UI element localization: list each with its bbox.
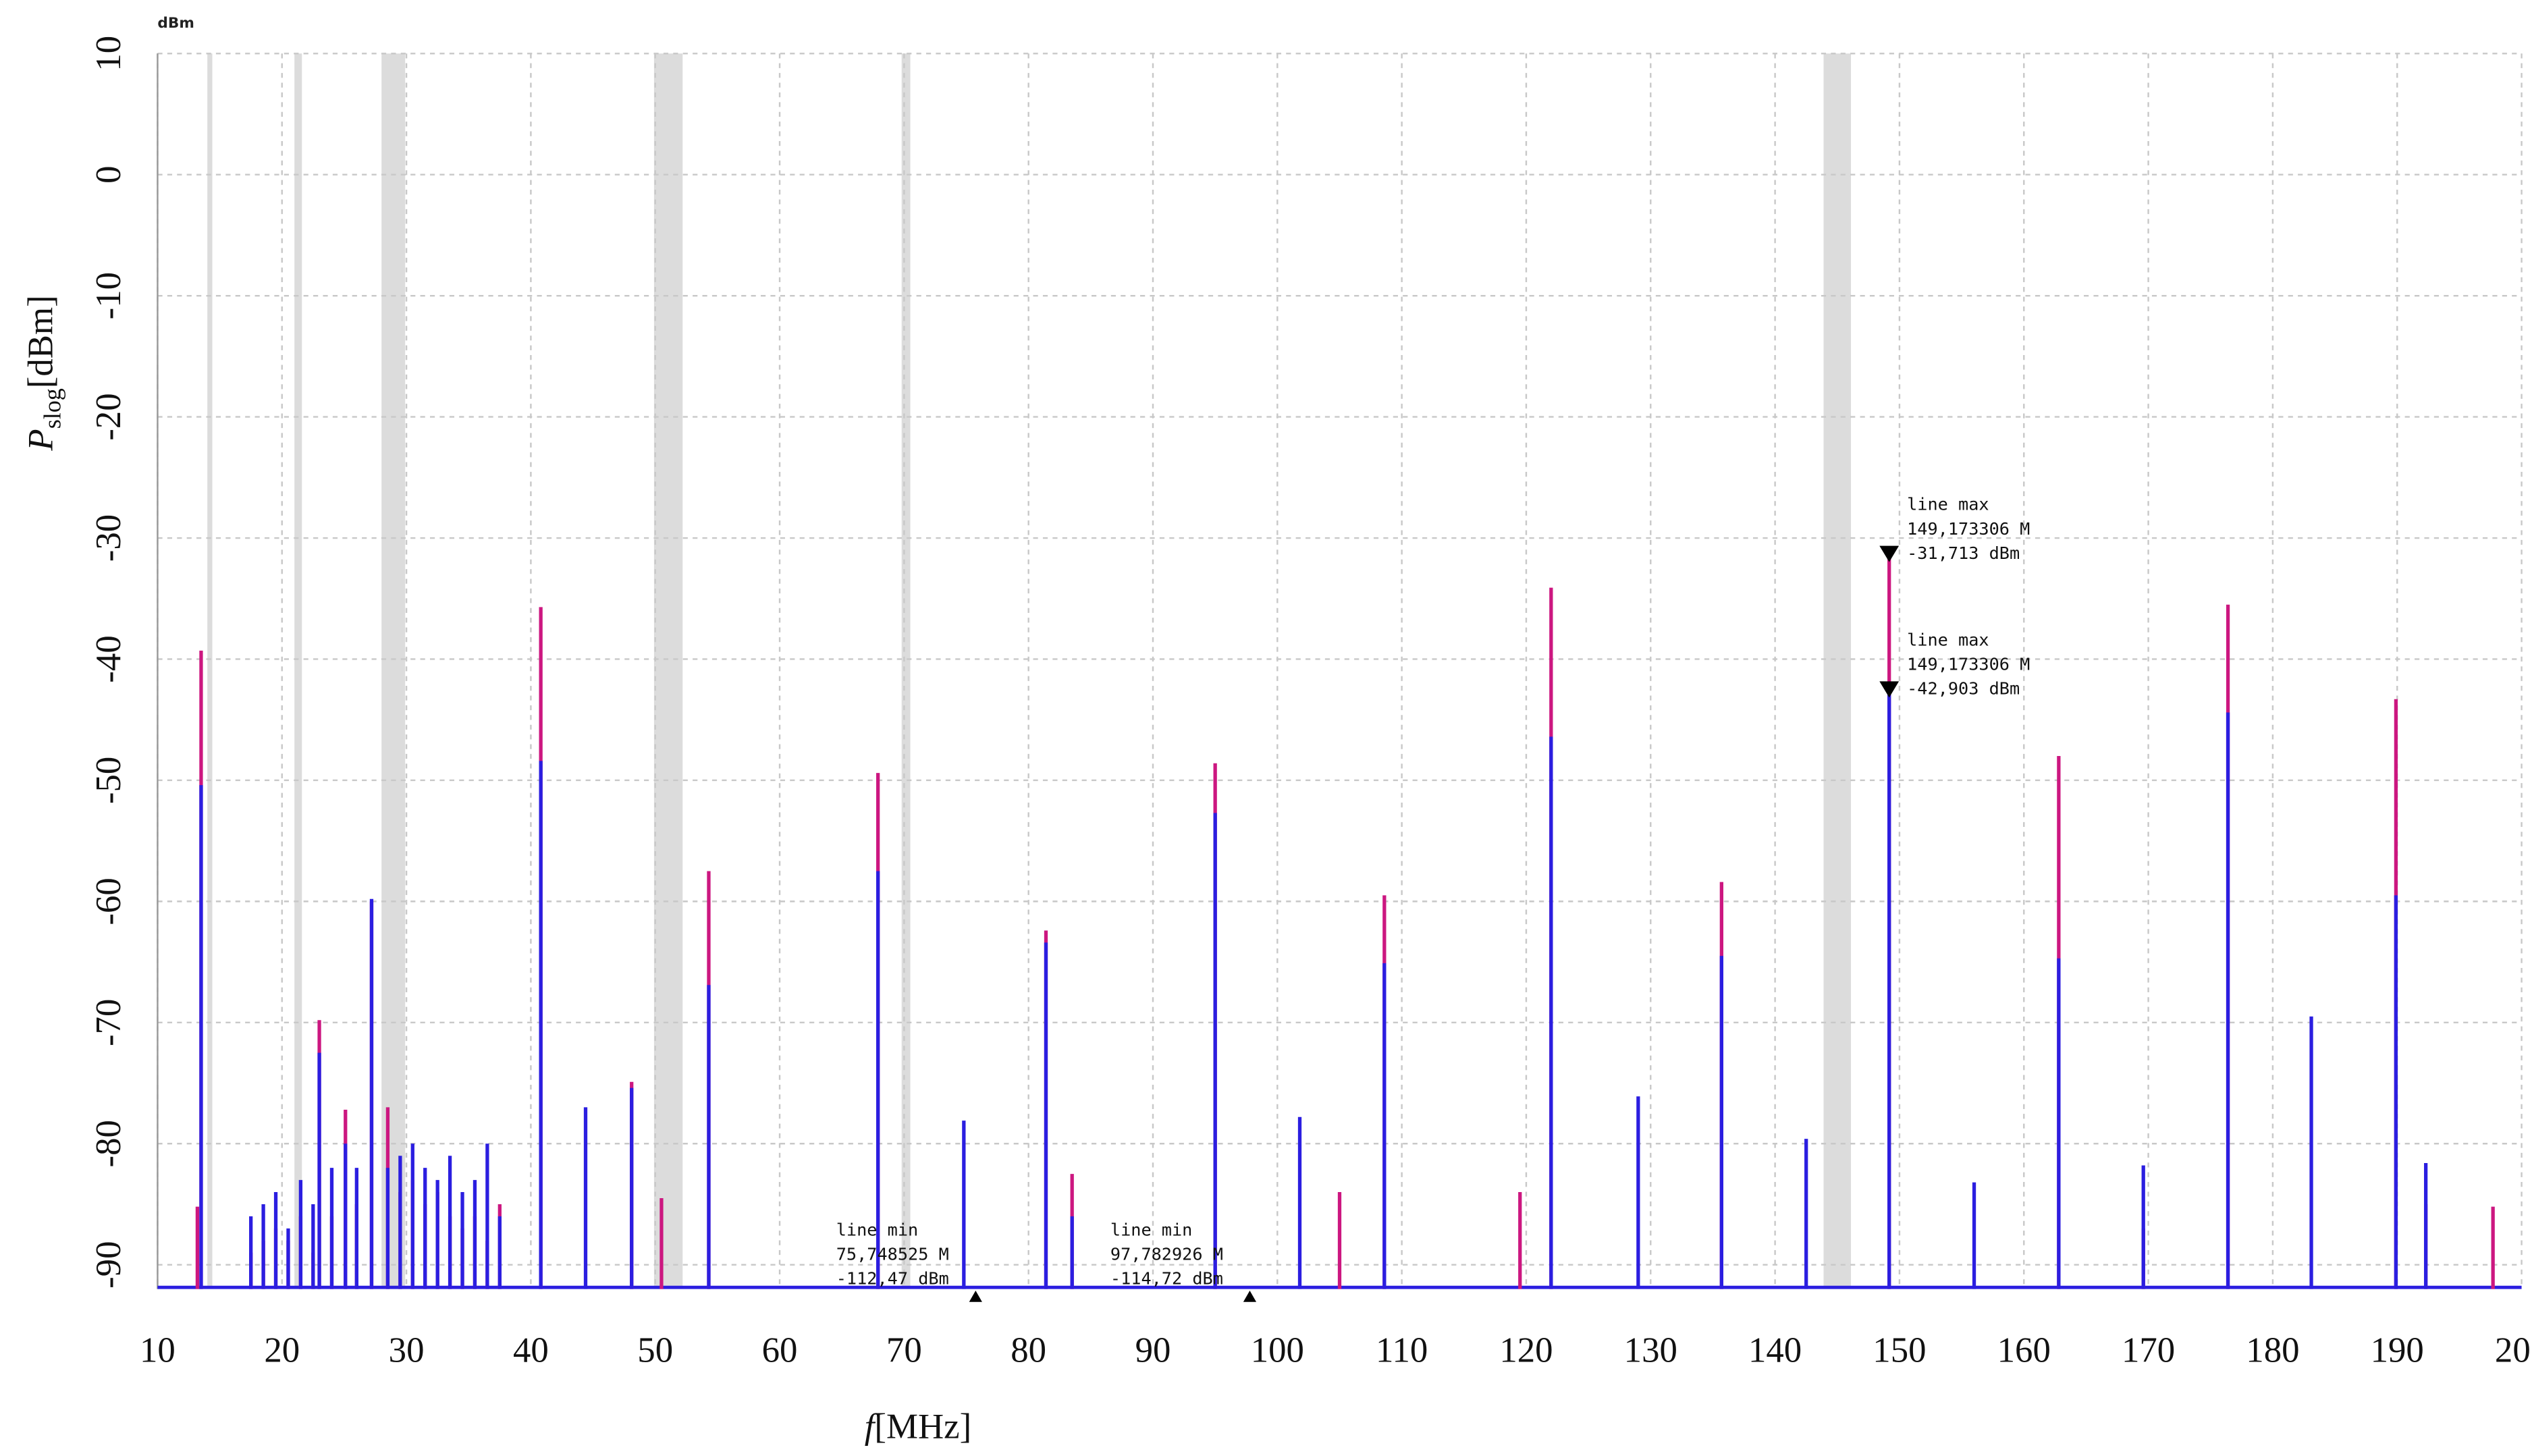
unavailable-band: [901, 53, 911, 1289]
annotation-text: 149,173306 M: [1907, 519, 2030, 539]
x-tick-label: 130: [1624, 1331, 1677, 1370]
annotation-text: 75,748525 M: [836, 1244, 949, 1264]
y-tick-label: -80: [89, 1120, 128, 1167]
x-tick-label: 150: [1873, 1331, 1926, 1370]
chart-title: dBm: [157, 15, 194, 32]
y-label-main: P: [21, 429, 60, 451]
x-tick-label: 110: [1376, 1331, 1428, 1370]
unavailable-band: [381, 53, 406, 1289]
x-tick-label: 160: [1997, 1331, 2051, 1370]
x-tick-label: 30: [389, 1331, 425, 1370]
x-tick-label: 100: [1251, 1331, 1304, 1370]
annotation-text: 97,782926 M: [1110, 1244, 1223, 1264]
annotation-text: 149,173306 M: [1907, 655, 2030, 674]
x-tick-label: 40: [513, 1331, 549, 1370]
y-tick-label: 0: [89, 165, 128, 183]
annotation-text: -112,47 dBm: [836, 1268, 949, 1288]
x-tick-label: 70: [886, 1331, 922, 1370]
x-tick-label: 120: [1499, 1331, 1553, 1370]
y-tick-label: 10: [89, 36, 128, 72]
y-tick-label: -40: [89, 635, 128, 682]
annotation-text: -31,713 dBm: [1907, 543, 2020, 563]
y-tick-label: -90: [89, 1241, 128, 1288]
x-tick-label: 50: [637, 1331, 673, 1370]
x-tick-label: 20: [264, 1331, 300, 1370]
annotation-text: line max: [1907, 630, 1989, 650]
annotation-text: line max: [1907, 495, 1989, 514]
x-tick-label: 170: [2122, 1331, 2175, 1370]
x-tick-label: 190: [2371, 1331, 2424, 1370]
annotation-text: -114,72 dBm: [1110, 1268, 1223, 1288]
y-tick-label: -20: [89, 393, 128, 440]
y-tick-label: -10: [89, 272, 128, 319]
x-tick-label: 80: [1011, 1331, 1046, 1370]
y-tick-label: -30: [89, 514, 128, 562]
marker: [1243, 1290, 1257, 1302]
marker: [1879, 545, 1900, 562]
marker: [1879, 681, 1900, 698]
y-tick-label: -50: [89, 757, 128, 804]
x-label-unit: [MHz]: [874, 1407, 971, 1447]
unavailable-band: [653, 53, 683, 1289]
x-tick-label: 140: [1748, 1331, 1802, 1370]
x-axis-label: f[MHz]: [865, 1407, 971, 1447]
x-tick-label: 180: [2246, 1331, 2299, 1370]
unavailable-band: [294, 53, 302, 1289]
x-tick-label: 60: [762, 1331, 798, 1370]
y-label-unit: [dBm]: [21, 295, 60, 388]
y-label-sub: slog: [38, 388, 65, 429]
x-tick-label: 10: [140, 1331, 176, 1370]
marker: [969, 1290, 982, 1302]
annotation-text: line min: [836, 1220, 918, 1239]
unavailable-band: [207, 53, 213, 1289]
annotation-text: line min: [1110, 1220, 1192, 1239]
y-axis-label: Pslog[dBm]: [21, 295, 65, 451]
y-tick-label: -60: [89, 878, 128, 925]
annotation-text: -42,903 dBm: [1907, 679, 2020, 699]
y-tick-label: -70: [89, 999, 128, 1046]
x-tick-label: 90: [1135, 1331, 1171, 1370]
unavailable-band: [1823, 53, 1852, 1289]
x-tick-label: 200: [2495, 1331, 2530, 1370]
